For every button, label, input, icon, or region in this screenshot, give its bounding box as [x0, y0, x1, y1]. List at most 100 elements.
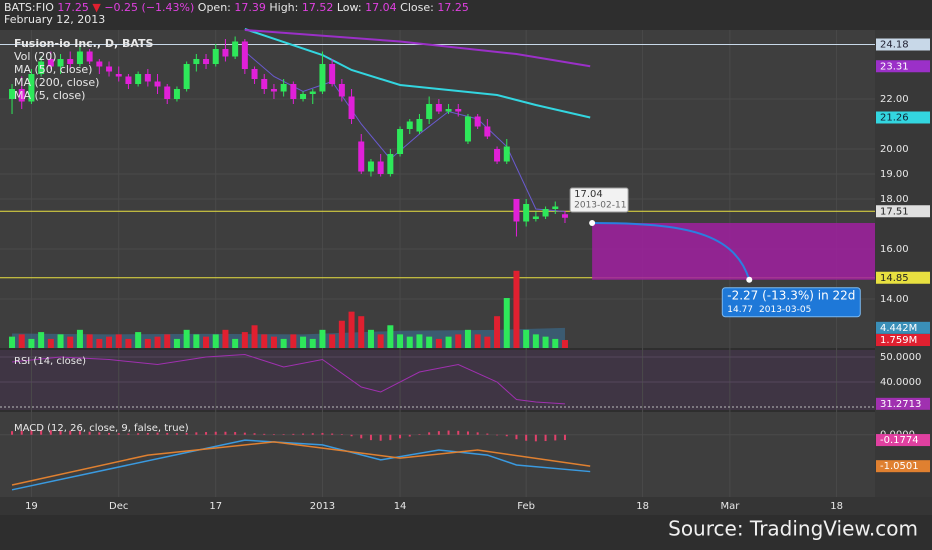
volume-bar: [319, 329, 326, 348]
moving-average: [244, 29, 591, 68]
candle-body: [503, 146, 510, 162]
candle-body: [416, 119, 423, 132]
volume-bar: [173, 338, 180, 348]
volume-bar: [241, 332, 248, 348]
volume-bar: [203, 336, 210, 348]
candle-body: [183, 64, 190, 89]
volume-bar: [290, 334, 297, 348]
candle-body: [261, 79, 268, 89]
candle-body: [290, 84, 297, 99]
volume-bar: [542, 336, 549, 348]
macd-histogram-bar: [205, 432, 208, 435]
axis-badge: [876, 397, 930, 410]
candle-body: [348, 96, 355, 119]
candle-body: [532, 216, 539, 219]
macd-histogram-bar: [78, 431, 81, 435]
callout-box: [569, 187, 629, 213]
candle-body: [367, 161, 374, 172]
volume-bar: [464, 329, 471, 348]
macd-histogram-bar: [127, 433, 130, 435]
axis-badge-label: 17.51: [880, 206, 909, 217]
candle-body: [377, 161, 384, 174]
macd-histogram-bar: [457, 430, 460, 435]
volume-bar: [9, 336, 16, 348]
moving-average: [244, 28, 591, 119]
callout-price: 14.77: [727, 304, 753, 314]
volume-bar: [309, 338, 316, 348]
axis-badge: [876, 271, 930, 284]
last: 17.25: [57, 1, 89, 14]
candle-body: [212, 49, 219, 64]
macd-histogram-bar: [466, 431, 469, 435]
candle-body: [18, 89, 25, 102]
volume-bar: [96, 338, 103, 348]
candle-body: [251, 69, 258, 79]
volume-bar: [503, 298, 510, 348]
y-tick-label: 22.00: [880, 94, 909, 105]
candle-body: [232, 41, 239, 57]
candle-body: [96, 61, 103, 67]
volume-bar: [115, 334, 122, 348]
volume-bar: [47, 338, 54, 348]
macd-histogram-bar: [340, 434, 343, 435]
macd-histogram-bar: [40, 429, 43, 435]
axis-badge: [876, 111, 930, 124]
legend-entry: MA (5, close): [14, 89, 85, 102]
candle-body: [542, 209, 549, 217]
high: 17.52: [302, 1, 334, 14]
macd-histogram-bar: [98, 432, 101, 435]
legend-entry: MA (200, close): [14, 76, 99, 89]
macd-histogram-bar: [544, 434, 547, 442]
macd-histogram-bar: [525, 434, 528, 441]
volume-bar: [338, 320, 345, 348]
volume-bar: [494, 316, 501, 348]
y-tick-label: 20.00: [880, 144, 909, 155]
macd-histogram-bar: [292, 433, 295, 435]
close: 17.25: [437, 1, 469, 14]
macd-histogram-bar: [437, 431, 440, 435]
macd-histogram-bar: [505, 434, 508, 437]
y-tick-label: 18.00: [880, 194, 909, 205]
volume-bar: [523, 329, 530, 348]
macd-histogram-bar: [224, 431, 227, 435]
volume-bar: [426, 336, 433, 348]
y-tick-label: 50.0000: [880, 352, 921, 363]
axis-badge: [876, 60, 930, 73]
candle-body: [28, 74, 35, 102]
volume-bar: [455, 334, 462, 348]
callout-text: 2013-02-11: [574, 201, 626, 211]
macd-histogram-bar: [360, 434, 363, 439]
volume-bar: [270, 336, 277, 348]
macd-histogram-bar: [195, 432, 198, 435]
x-tick-label: 2013: [310, 501, 335, 512]
macd-histogram-bar: [534, 434, 537, 442]
axis-badge: [876, 334, 930, 347]
macd-histogram-bar: [350, 434, 353, 437]
macd-histogram-bar: [515, 434, 518, 440]
macd-histogram-bar: [263, 433, 266, 435]
y-tick-label: 16.00: [880, 244, 909, 255]
candle-body: [513, 199, 520, 222]
callout-text: -2.27 (-13.3%) in 22d: [727, 288, 855, 302]
y-tick-label: 19.00: [880, 169, 909, 180]
source: Source: TradingView.com: [668, 517, 918, 541]
candle-body: [523, 204, 530, 222]
macd-histogram-bar: [476, 432, 479, 435]
macd-histogram-bar: [243, 432, 246, 435]
low-label: Low:: [337, 1, 362, 14]
axis-badge-label: 31.2713: [880, 399, 921, 410]
volume-bar: [348, 311, 355, 348]
candle-body: [76, 51, 83, 64]
axis-badge-label: 21.26: [880, 113, 909, 124]
axis-badge: [876, 38, 930, 51]
x-tick-label: 18: [636, 501, 649, 512]
candle-body: [397, 129, 404, 154]
volume-bar: [125, 338, 132, 348]
candle-body: [115, 74, 122, 77]
candle-body: [338, 84, 345, 97]
price-axis: [875, 30, 932, 497]
volume-bar: [232, 338, 239, 348]
macd-histogram-bar: [418, 434, 421, 435]
arrow: ▼: [92, 1, 101, 14]
